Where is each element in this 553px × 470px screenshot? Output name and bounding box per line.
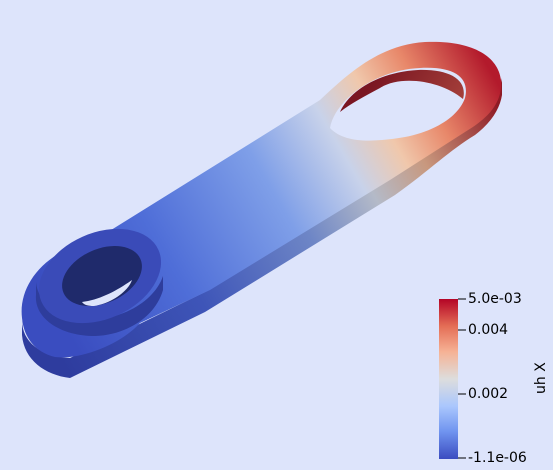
colorbar-max-label: 5.0e-03	[468, 291, 522, 307]
colorbar-tick-label: 0.002	[468, 386, 509, 402]
part-hole-large-wall	[340, 69, 464, 112]
part-hole-large	[330, 67, 466, 141]
colorbar-bar	[439, 299, 458, 459]
part-boss-hole-floor	[82, 280, 132, 306]
colorbar-tick-label: 0.004	[468, 322, 509, 338]
colorbar-min-label: -1.1e-06	[468, 450, 527, 466]
colorbar-title: uh X	[533, 362, 549, 394]
